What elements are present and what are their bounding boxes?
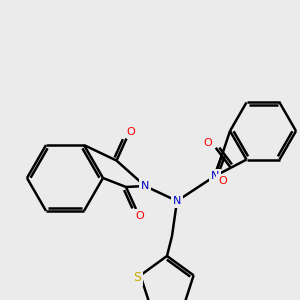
Text: O: O bbox=[218, 176, 227, 185]
Text: S: S bbox=[134, 271, 141, 284]
Text: O: O bbox=[136, 211, 144, 221]
Text: N: N bbox=[141, 181, 149, 191]
Text: O: O bbox=[126, 127, 135, 136]
Text: N: N bbox=[211, 171, 219, 181]
Text: N: N bbox=[173, 196, 181, 206]
Text: O: O bbox=[203, 138, 212, 148]
